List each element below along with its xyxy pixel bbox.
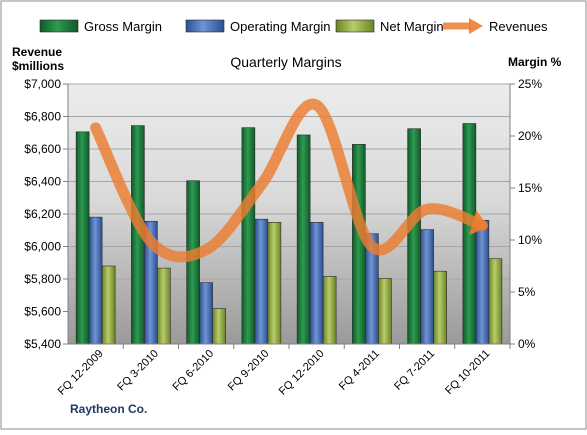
left-tick-label: $6,600 xyxy=(24,142,61,156)
bar-net-margin xyxy=(488,258,503,345)
right-tick-label: 20% xyxy=(518,129,542,143)
left-tick-label: $6,800 xyxy=(24,110,61,124)
left-tick-label: $5,600 xyxy=(24,305,61,319)
bar-gross-margin xyxy=(407,128,421,345)
left-tick-label: $6,400 xyxy=(24,175,61,189)
legend-label: Net Margin xyxy=(380,19,444,34)
right-tick-label: 5% xyxy=(518,285,536,299)
bars-group xyxy=(75,123,503,345)
bar-operating-margin xyxy=(475,219,490,345)
bar-net-margin xyxy=(212,308,226,345)
bar-operating-margin xyxy=(254,218,269,345)
legend-label: Revenues xyxy=(489,19,548,34)
bar-operating-margin xyxy=(199,282,213,345)
bar-gross-margin xyxy=(186,180,200,345)
company-label: Raytheon Co. xyxy=(70,402,147,416)
legend-swatch xyxy=(185,19,225,33)
bar-net-margin xyxy=(378,278,392,345)
revenue-arrowhead xyxy=(469,210,489,236)
bar-gross-margin xyxy=(75,131,90,345)
bar-operating-margin xyxy=(420,229,434,345)
bar-net-margin xyxy=(322,276,337,345)
legend-swatch xyxy=(335,19,375,33)
left-axis-label-line1: Revenue xyxy=(12,45,62,59)
right-axis-label: Margin % xyxy=(508,55,562,69)
bar-gross-margin xyxy=(296,134,311,345)
right-tick-label: 0% xyxy=(518,337,536,351)
legend-label: Gross Margin xyxy=(84,19,162,34)
right-tick-label: 25% xyxy=(518,77,542,91)
chart-title: Quarterly Margins xyxy=(230,54,341,70)
left-tick-label: $6,200 xyxy=(24,207,61,221)
revenue-line-group xyxy=(90,98,489,263)
bar-operating-margin xyxy=(309,222,324,345)
legend-arrow-icon xyxy=(469,18,483,34)
left-tick-label: $6,000 xyxy=(24,240,61,254)
left-tick-label: $7,000 xyxy=(24,77,61,91)
right-tick-label: 10% xyxy=(518,233,542,247)
bar-net-margin xyxy=(267,222,282,345)
bar-gross-margin xyxy=(241,127,256,345)
bar-operating-margin xyxy=(88,216,103,345)
legend-swatch xyxy=(39,19,79,33)
legend: Gross Margin Operating Margin Net Margin Re… xyxy=(39,18,548,34)
left-tick-label: $5,800 xyxy=(24,272,61,286)
revenue-line xyxy=(90,98,488,263)
bar-gross-margin xyxy=(462,123,477,345)
left-axis-label-line2: $millions xyxy=(12,59,64,73)
right-tick-label: 15% xyxy=(518,181,542,195)
bar-net-margin xyxy=(157,267,171,345)
legend-label: Operating Margin xyxy=(230,19,330,34)
bar-net-margin xyxy=(101,265,116,345)
left-tick-label: $5,400 xyxy=(24,337,61,351)
bar-net-margin xyxy=(433,270,447,345)
